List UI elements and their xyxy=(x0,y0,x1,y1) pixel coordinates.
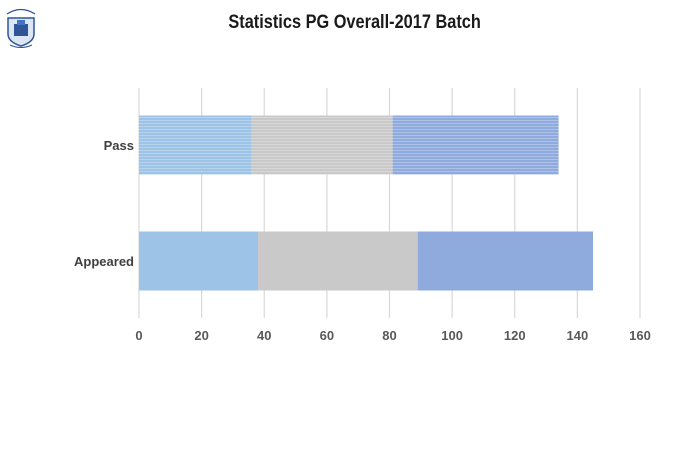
x-tick-label: 160 xyxy=(629,328,651,343)
x-tick-label: 0 xyxy=(135,328,142,343)
x-tick-label: 20 xyxy=(194,328,208,343)
chart-title: Statistics PG Overall-2017 Batch xyxy=(228,12,481,33)
bar-segment-appeared-2 xyxy=(257,231,418,291)
x-tick-label: 100 xyxy=(441,328,463,343)
x-tick-label: 60 xyxy=(320,328,334,343)
bar-segment-appeared-3 xyxy=(417,231,594,291)
university-crest-icon xyxy=(6,8,36,48)
bar-texture xyxy=(251,115,393,175)
x-tick-label: 80 xyxy=(382,328,396,343)
x-tick-label: 40 xyxy=(257,328,271,343)
bar-texture xyxy=(392,115,559,175)
bar-segment-appeared-1 xyxy=(139,231,258,291)
bar-texture xyxy=(139,115,252,175)
category-label-pass: Pass xyxy=(104,138,134,153)
category-label-appeared: Appeared xyxy=(74,254,134,269)
x-tick-label: 140 xyxy=(567,328,589,343)
x-tick-label: 120 xyxy=(504,328,526,343)
university-crest-logo xyxy=(4,4,38,48)
